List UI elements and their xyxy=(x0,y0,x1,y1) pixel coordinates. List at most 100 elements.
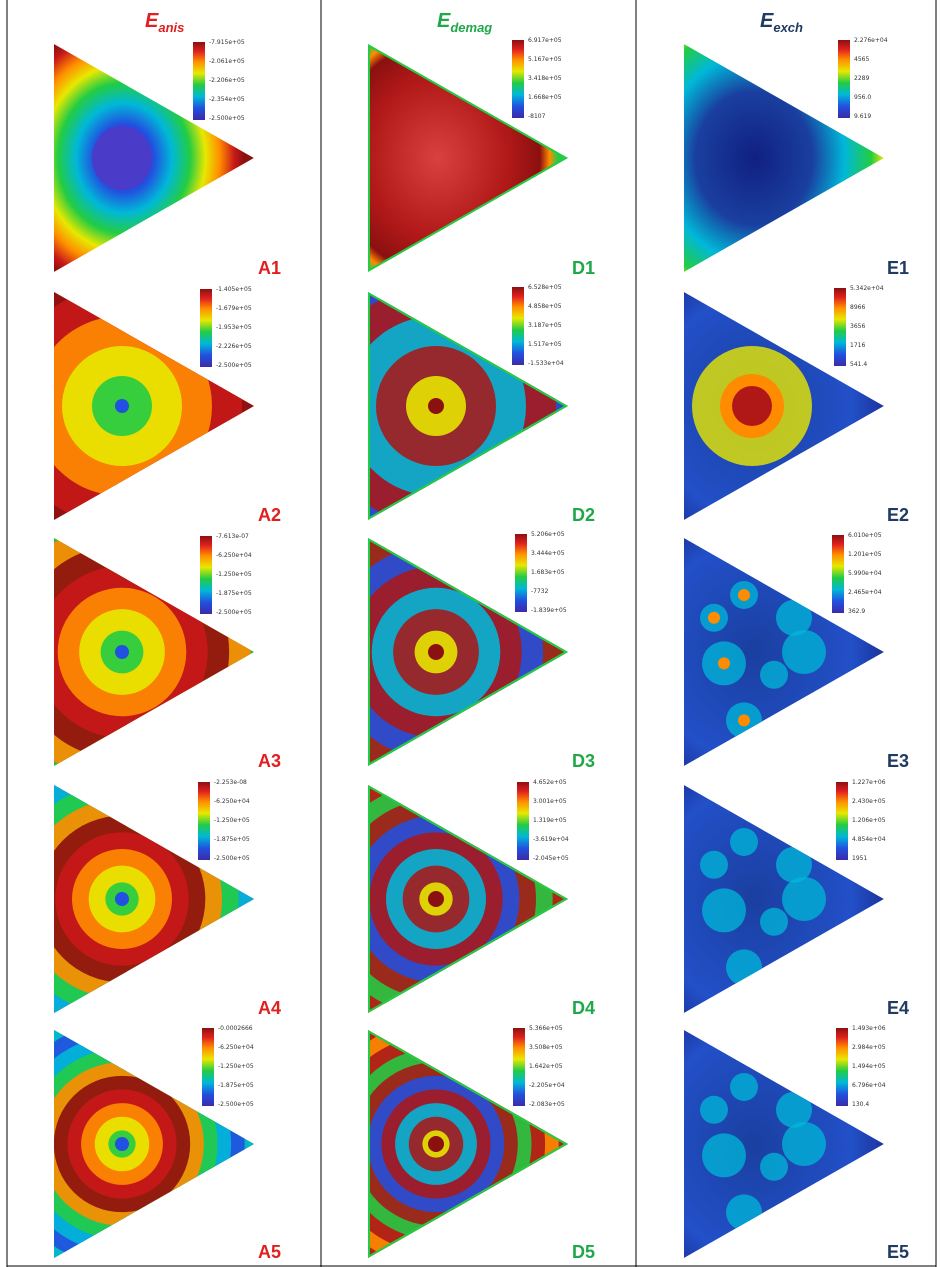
colorbar-tick: -1.875e+05 xyxy=(218,1082,254,1089)
colorbar-tick: 541.4 xyxy=(850,361,868,368)
field-map-d4 xyxy=(368,782,568,1013)
colorbar-tick: -2.045e+05 xyxy=(533,855,569,862)
colorbar-tick: 3.508e+05 xyxy=(529,1044,563,1051)
colorbar-tick: 1.683e+05 xyxy=(531,569,565,576)
colorbar-tick: 1.493e+06 xyxy=(852,1025,886,1032)
colorbar-tick: 3.187e+05 xyxy=(528,322,562,329)
colorbar-tick: 3.444e+05 xyxy=(531,550,565,557)
colorbar-tick: 2.984e+05 xyxy=(852,1044,886,1051)
colorbar-d4 xyxy=(517,782,529,860)
panel-label-a3: A3 xyxy=(258,751,282,771)
colorbar-tick: -8107 xyxy=(528,113,546,120)
colorbar-tick: -1.250e+05 xyxy=(214,817,250,824)
colorbar-tick: 1.201e+05 xyxy=(848,551,882,558)
column-title-demag-symbol: E xyxy=(437,10,451,32)
colorbar-tick: -1.953e+05 xyxy=(216,324,252,331)
colorbar-tick: 1.227e+06 xyxy=(852,779,886,786)
colorbar-e4 xyxy=(836,782,848,860)
panel-label-e1: E1 xyxy=(887,258,910,278)
colorbar-tick: -2.206e+05 xyxy=(209,77,245,84)
column-title-anis-symbol: E xyxy=(145,10,159,32)
colorbar-tick: 1.517e+05 xyxy=(528,341,562,348)
panel-label-a4: A4 xyxy=(258,998,282,1018)
colorbar-tick: 1.206e+05 xyxy=(852,817,886,824)
colorbar-tick: 3.001e+05 xyxy=(533,798,567,805)
colorbar-tick: 1716 xyxy=(850,342,866,349)
colorbar-tick: 130.4 xyxy=(852,1101,870,1108)
colorbar-tick: -0.0002666 xyxy=(218,1025,253,1032)
colorbar-tick: 3656 xyxy=(850,323,866,330)
colorbar-e3 xyxy=(832,535,844,613)
colorbar-e1 xyxy=(838,40,850,118)
colorbar-tick: 5.342e+04 xyxy=(850,285,884,292)
colorbar-tick: -7.915e+05 xyxy=(209,39,245,46)
panel-label-e3: E3 xyxy=(887,751,910,771)
colorbar-tick: 5.206e+05 xyxy=(531,531,565,538)
field-map-e5 xyxy=(684,1028,884,1258)
colorbar-tick: 5.167e+05 xyxy=(528,56,562,63)
colorbar-tick: -2.083e+05 xyxy=(529,1101,565,1108)
colorbar-tick: 2.465e+04 xyxy=(848,589,882,596)
panel-label-d1: D1 xyxy=(572,258,596,278)
field-map-d1 xyxy=(368,40,568,272)
panel-label-d5: D5 xyxy=(572,1242,596,1262)
colorbar-tick: 4.854e+04 xyxy=(852,836,886,843)
panel-label-d2: D2 xyxy=(572,505,596,525)
field-map-e3 xyxy=(684,535,884,766)
panel-label-d3: D3 xyxy=(572,751,596,771)
panel-label-e5: E5 xyxy=(887,1242,910,1262)
colorbar-tick: -3.619e+04 xyxy=(533,836,569,843)
field-map-a5 xyxy=(54,1028,254,1258)
field-map-a2 xyxy=(54,289,254,520)
panel-label-a5: A5 xyxy=(258,1242,282,1262)
colorbar-tick: -1.250e+05 xyxy=(218,1063,254,1070)
colorbar-a3 xyxy=(200,536,212,614)
column-title-exch-subscript: exch xyxy=(773,20,803,35)
field-map-a4 xyxy=(54,782,254,1013)
panel-label-a1: A1 xyxy=(258,258,282,278)
field-map-e4 xyxy=(684,782,884,1013)
field-map-e1 xyxy=(684,40,884,272)
field-map-d2 xyxy=(368,287,568,520)
colorbar-tick: 1.494e+05 xyxy=(852,1063,886,1070)
panel-label-a2: A2 xyxy=(258,505,282,525)
colorbar-tick: -6.250e+04 xyxy=(216,552,252,559)
colorbar-tick: -2.500e+05 xyxy=(218,1101,254,1108)
colorbar-tick: 6.010e+05 xyxy=(848,532,882,539)
colorbar-tick: -1.250e+05 xyxy=(216,571,252,578)
colorbar-a5 xyxy=(202,1028,214,1106)
colorbar-d1 xyxy=(512,40,524,118)
colorbar-tick: 1.642e+05 xyxy=(529,1063,563,1070)
panel-label-d4: D4 xyxy=(572,998,596,1018)
colorbar-tick: -2.354e+05 xyxy=(209,96,245,103)
column-title-anis: Eanis xyxy=(145,10,184,35)
column-title-demag: Edemag xyxy=(437,10,492,35)
colorbar-tick: 2.430e+05 xyxy=(852,798,886,805)
colorbar-tick: -1.875e+05 xyxy=(214,836,250,843)
colorbar-d5 xyxy=(513,1028,525,1106)
colorbar-tick: -7.613e-07 xyxy=(216,533,249,540)
colorbar-a1 xyxy=(193,42,205,120)
colorbar-tick: -2.226e+05 xyxy=(216,343,252,350)
colorbar-tick: 1.668e+05 xyxy=(528,94,562,101)
colorbar-tick: 6.917e+05 xyxy=(528,37,562,44)
field-map-a1 xyxy=(54,42,254,272)
colorbar-tick: -2.500e+05 xyxy=(214,855,250,862)
field-map-d5 xyxy=(368,1028,568,1258)
colorbar-d2 xyxy=(512,287,524,365)
panel-label-e2: E2 xyxy=(887,505,910,525)
colorbar-tick: -6.250e+04 xyxy=(214,798,250,805)
field-map-a3 xyxy=(54,536,254,766)
field-map-d3 xyxy=(368,534,568,766)
colorbar-tick: -1.875e+05 xyxy=(216,590,252,597)
colorbar-a4 xyxy=(198,782,210,860)
field-map-e2 xyxy=(684,288,884,520)
colorbar-tick: 4.858e+05 xyxy=(528,303,562,310)
colorbar-a2 xyxy=(200,289,212,367)
colorbar-tick: -2.253e-08 xyxy=(214,779,247,786)
colorbar-tick: 2.276e+04 xyxy=(854,37,888,44)
colorbar-tick: 8966 xyxy=(850,304,866,311)
colorbar-d3 xyxy=(515,534,527,612)
colorbar-tick: 362.9 xyxy=(848,608,866,615)
